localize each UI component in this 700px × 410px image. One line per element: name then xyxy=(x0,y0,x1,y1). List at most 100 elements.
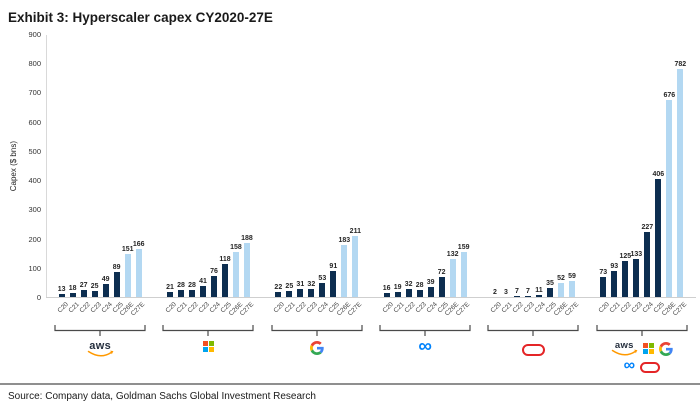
bars-row: 73 93 125 133 227 406 676 782 xyxy=(588,35,696,298)
bar xyxy=(297,289,304,298)
x-axis-labels: C20 C21 C22 C23 C24 C25 C26E C27E xyxy=(154,298,262,324)
bar-value-label: 93 xyxy=(610,263,619,270)
chart-group-microsoft: 21 28 28 41 76 118 158 188 C20 C21 C22 C23 C24 C25 C26… xyxy=(154,35,262,387)
bar-value-label: 133 xyxy=(630,251,643,258)
chart-group-google: 22 25 31 32 53 91 183 211 C20 C21 C22 C23 C24 C25 C26E… xyxy=(263,35,371,387)
bar-combined-c22: 125 xyxy=(619,253,631,298)
chart-group-meta: 16 19 32 28 39 72 132 159 C20 C21 C22 C23 C24 C25 C26E… xyxy=(371,35,479,387)
group-bracket xyxy=(263,324,371,337)
bar-value-label: 118 xyxy=(219,256,231,263)
group-bracket xyxy=(154,324,262,337)
group-logo: aws ∞ xyxy=(588,337,696,387)
bar xyxy=(655,179,662,298)
bar-microsoft-c22: 28 xyxy=(188,282,196,298)
bar-value-label: 159 xyxy=(457,244,470,251)
bar-value-label: 158 xyxy=(230,244,242,251)
bar-value-label: 7 xyxy=(515,288,519,295)
bar xyxy=(221,264,228,298)
bar xyxy=(135,249,142,298)
bar-meta-c23: 28 xyxy=(416,282,424,298)
bar xyxy=(275,292,282,298)
aws-logo: aws xyxy=(87,341,114,358)
bar-combined-c27e: 782 xyxy=(674,61,687,298)
bar-value-label: 25 xyxy=(90,283,99,290)
group-bracket xyxy=(371,324,479,337)
meta-logo: ∞ xyxy=(418,336,432,357)
bar-value-label: 782 xyxy=(674,61,687,68)
y-axis-line xyxy=(46,35,47,298)
x-axis-labels: C20 C21 C22 C23 C24 C25 C26E C27E xyxy=(263,298,371,324)
bar xyxy=(232,252,239,298)
bar-oracle-c25: 35 xyxy=(546,280,554,298)
bar-value-label: 53 xyxy=(318,275,327,282)
bar-value-label: 151 xyxy=(121,246,134,253)
bar-google-c21: 25 xyxy=(285,283,294,298)
bar xyxy=(341,245,348,298)
bar-microsoft-c27e: 188 xyxy=(241,235,253,298)
bar-google-c23: 32 xyxy=(307,281,316,298)
footer: Source: Company data, Goldman Sachs Glob… xyxy=(0,383,700,410)
bar-value-label: 32 xyxy=(307,281,316,288)
bar-value-label: 52 xyxy=(557,275,565,282)
bar xyxy=(394,292,401,298)
bar-aws-c25: 89 xyxy=(112,264,121,298)
bar xyxy=(210,276,217,298)
bar xyxy=(460,252,467,298)
bar-google-c20: 22 xyxy=(274,284,282,298)
bar-value-label: 39 xyxy=(426,279,435,286)
chart-group-combined: 73 93 125 133 227 406 676 782 C20 C21 C22 C23 C24 C25… xyxy=(588,35,696,387)
bar xyxy=(633,259,640,298)
combined-logos: aws ∞ xyxy=(611,341,673,374)
aws-smile-icon xyxy=(611,349,638,356)
chart-group-oracle: 2 3 7 7 11 35 52 59 C20 C21 C22 C23 C24 C25 C26E C27E xyxy=(479,35,587,387)
bar xyxy=(166,292,173,298)
bar xyxy=(644,232,651,298)
bar xyxy=(383,293,390,298)
bar-google-c27e: 211 xyxy=(350,228,361,298)
bar-value-label: 59 xyxy=(568,273,576,280)
bar xyxy=(177,290,184,298)
bar-meta-c25: 72 xyxy=(438,269,446,298)
y-axis-ticks: 0 100 200 300 400 500 600 700 800 900 xyxy=(20,31,46,301)
bar-value-label: 27 xyxy=(79,282,88,289)
bar-value-label: 21 xyxy=(166,284,174,291)
bar-google-c22: 31 xyxy=(296,281,305,298)
google-logo xyxy=(309,341,324,355)
bar xyxy=(546,288,553,298)
bar-aws-c22: 27 xyxy=(79,282,88,298)
bar-combined-c25: 406 xyxy=(652,171,665,298)
bar-combined-c23: 133 xyxy=(630,251,643,298)
bar xyxy=(677,69,684,298)
bar-value-label: 73 xyxy=(599,269,608,276)
bar-aws-c24: 49 xyxy=(102,276,110,298)
bar xyxy=(319,283,326,298)
y-axis-title-wrap: Capex ($ bns) xyxy=(6,35,20,298)
bar xyxy=(449,259,456,298)
bar xyxy=(535,295,542,298)
bars-row: 2 3 7 7 11 35 52 59 xyxy=(479,35,587,298)
bar-value-label: 18 xyxy=(68,285,77,292)
bar xyxy=(352,236,359,298)
bar xyxy=(568,281,575,298)
microsoft-logo xyxy=(202,341,214,352)
bar xyxy=(416,290,423,298)
group-logo xyxy=(154,337,262,387)
bar-meta-c24: 39 xyxy=(426,279,435,298)
bar xyxy=(80,290,87,298)
bar-google-c26e: 183 xyxy=(338,237,350,298)
plot-area: 13 18 27 25 49 89 151 166 C20 C21 C22 C23 C24 C25 C26E… xyxy=(46,35,696,387)
bar-value-label: 188 xyxy=(241,235,253,242)
y-tick-label: 500 xyxy=(28,146,41,156)
bar-value-label: 227 xyxy=(641,224,654,231)
x-axis-labels: C20 C21 C22 C23 C24 C25 C26E C27E xyxy=(371,298,479,324)
bar-value-label: 31 xyxy=(296,281,305,288)
bar xyxy=(330,271,337,298)
bar xyxy=(600,277,607,298)
footer-divider xyxy=(0,383,700,385)
bar-value-label: 89 xyxy=(112,264,121,271)
bar-value-label: 25 xyxy=(285,283,294,290)
bar-value-label: 406 xyxy=(652,171,665,178)
bar-combined-c26e: 676 xyxy=(663,92,675,298)
bar-aws-c27e: 166 xyxy=(133,241,145,298)
capex-bar-chart: Capex ($ bns) 0 100 200 300 400 500 600 700 800 9… xyxy=(0,31,700,387)
